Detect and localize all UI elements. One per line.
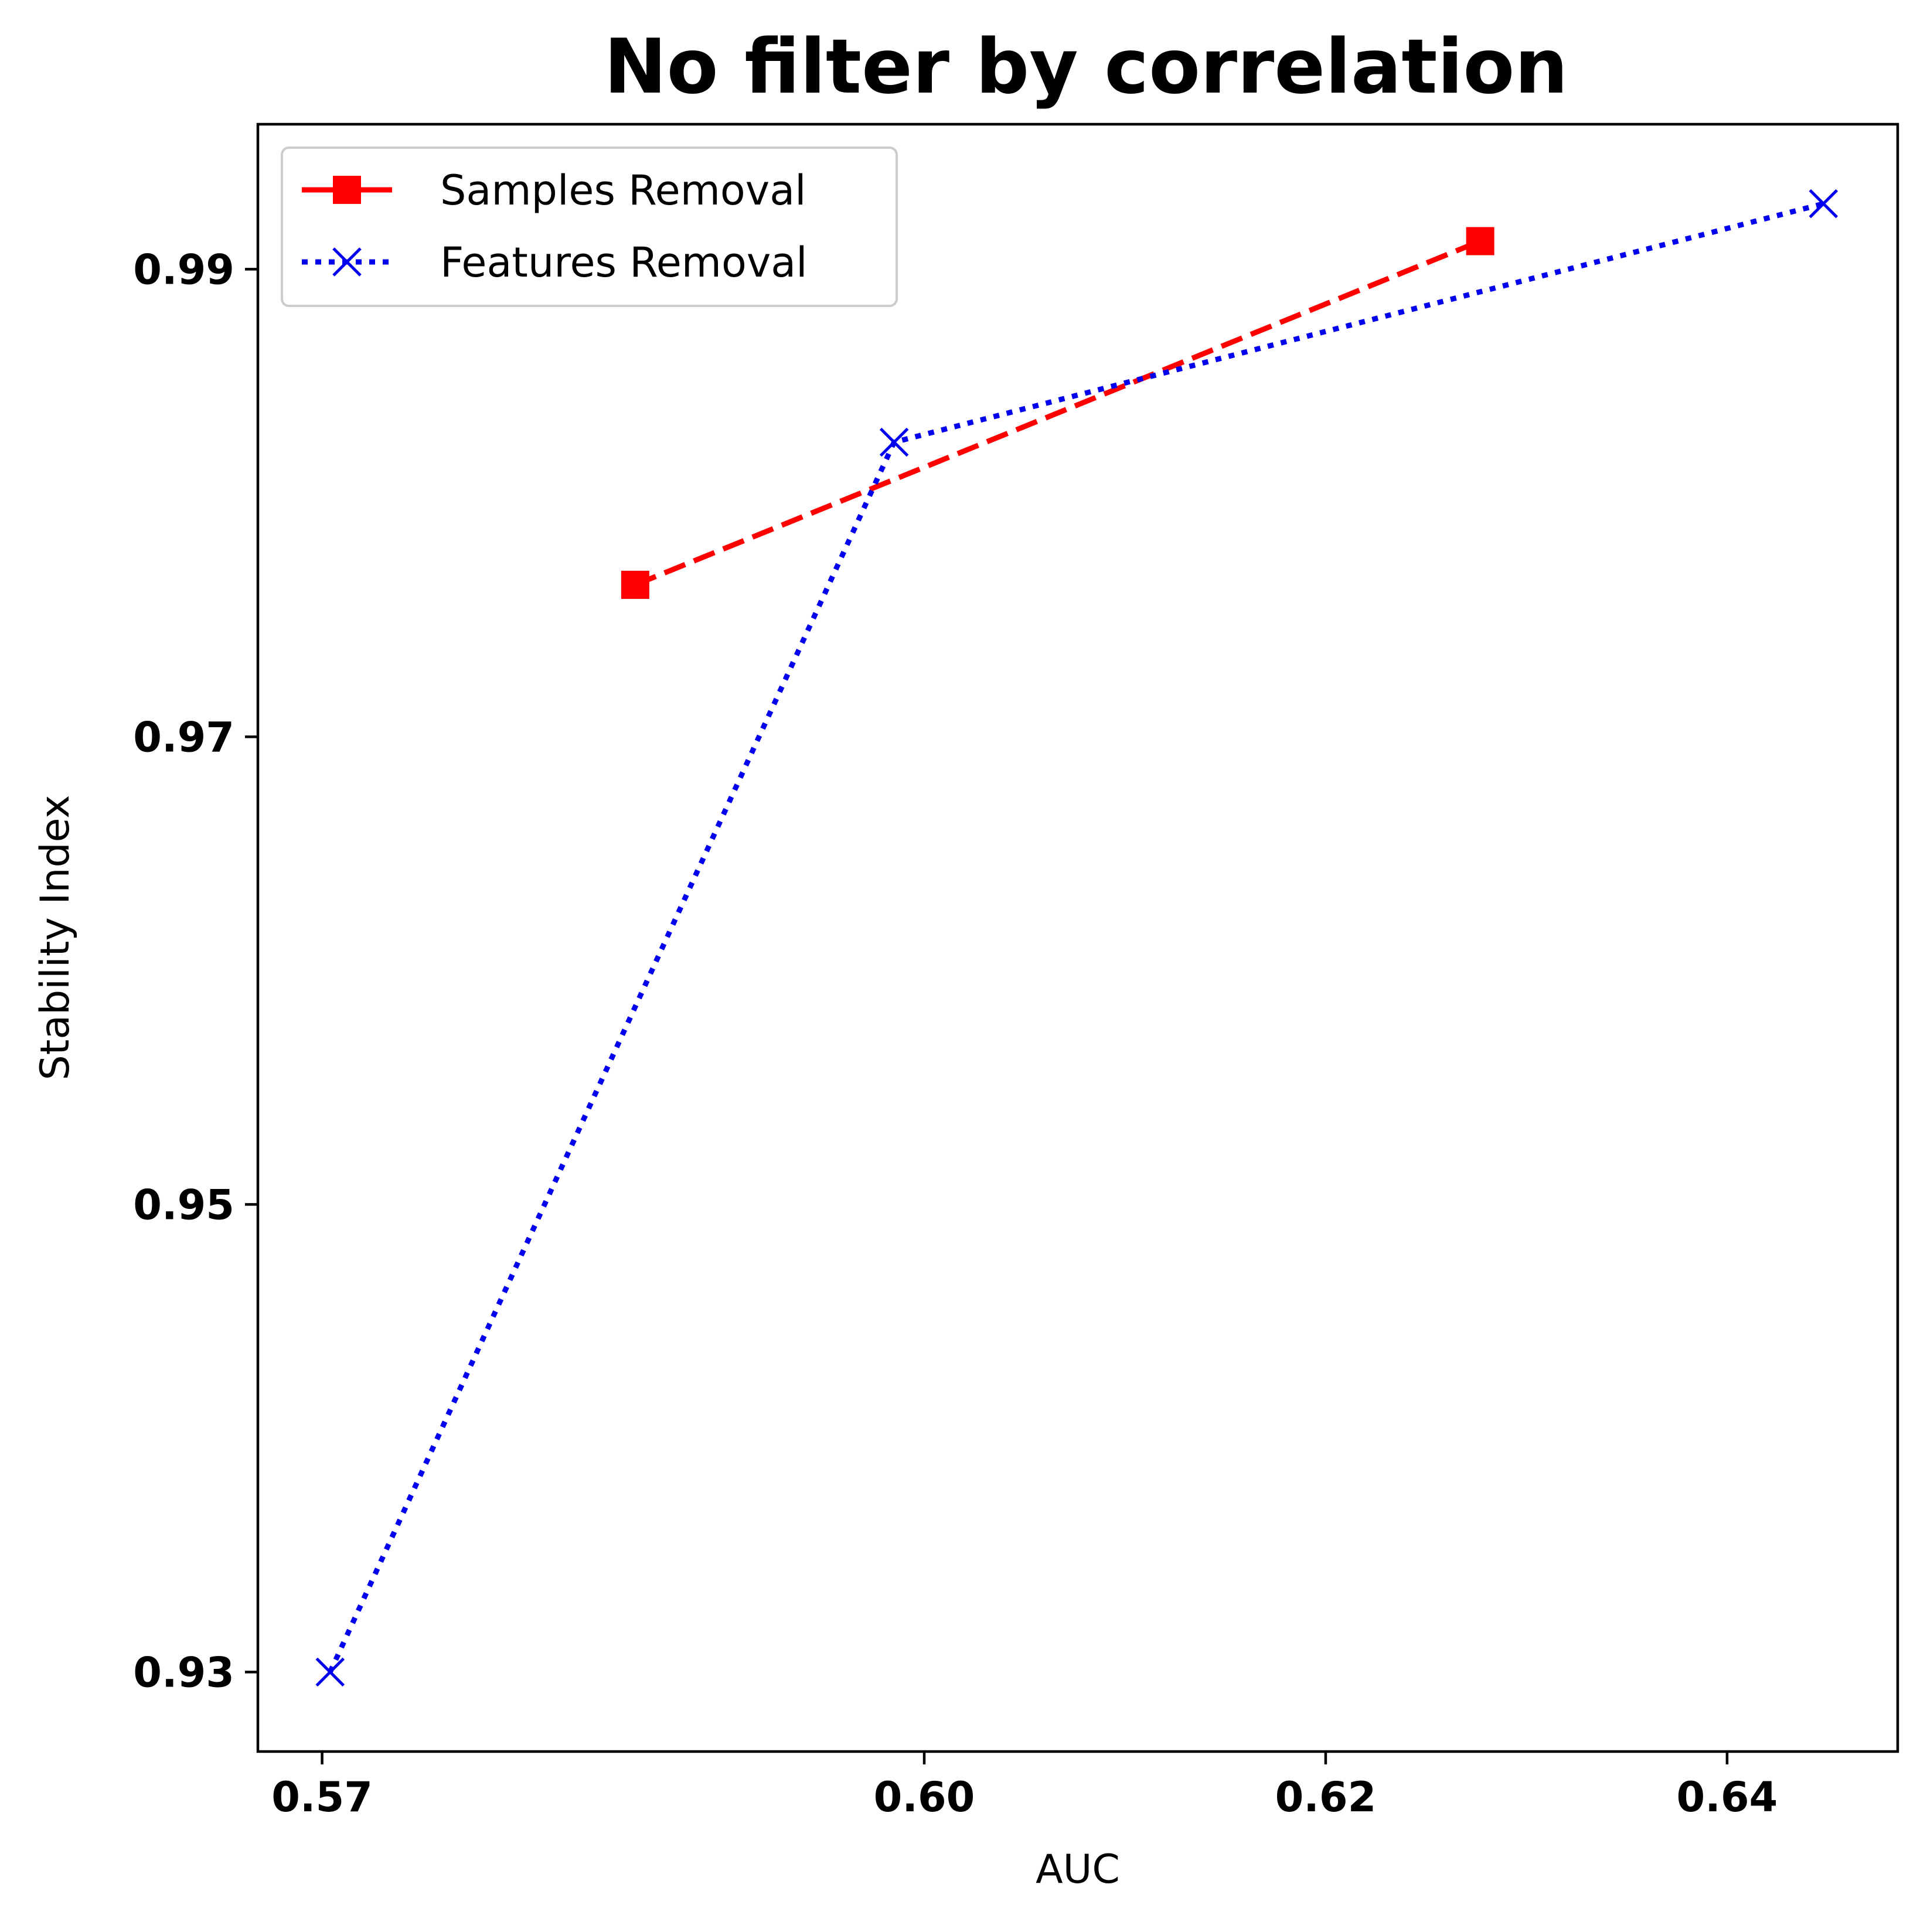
series-line [634,238,1482,588]
y-tick-label: 0.93 [133,1648,234,1696]
legend[interactable]: Samples Removal Features Removal [281,146,898,307]
legend-box [281,146,898,307]
data-point-square [1466,227,1494,255]
series-2 [315,189,1839,1687]
y-tick-label: 0.95 [133,1181,234,1229]
y-tick-label: 0.97 [133,713,234,761]
data-point-square [621,571,649,599]
x-axis: 0.57 0.60 0.62 0.64 [271,1752,1778,1821]
chart-title: No filter by correlation [604,23,1568,111]
x-tick-label: 0.57 [271,1773,373,1821]
data-point-x [879,427,909,457]
legend-label: Features Removal [440,238,808,287]
series-line [328,201,1824,1674]
data-point-x [1809,189,1839,219]
plot-area-frame [256,122,1899,1753]
x-tick-label: 0.60 [874,1773,975,1821]
series-layer [315,189,1839,1687]
legend-square-marker [333,176,361,204]
legend-item[interactable]: Samples Removal [302,166,806,214]
y-axis: 0.93 0.95 0.97 0.99 [133,246,258,1696]
y-tick-label: 0.99 [133,246,234,294]
legend-item[interactable]: Features Removal [302,238,808,287]
y-axis-label: Stability Index [32,795,79,1080]
series-1 [621,227,1494,599]
x-axis-label: AUC [1036,1846,1120,1893]
data-point-x [315,1657,345,1687]
x-tick-label: 0.62 [1275,1773,1377,1821]
x-tick-label: 0.64 [1677,1773,1778,1821]
legend-x-marker [332,247,362,277]
legend-label: Samples Removal [440,166,806,214]
